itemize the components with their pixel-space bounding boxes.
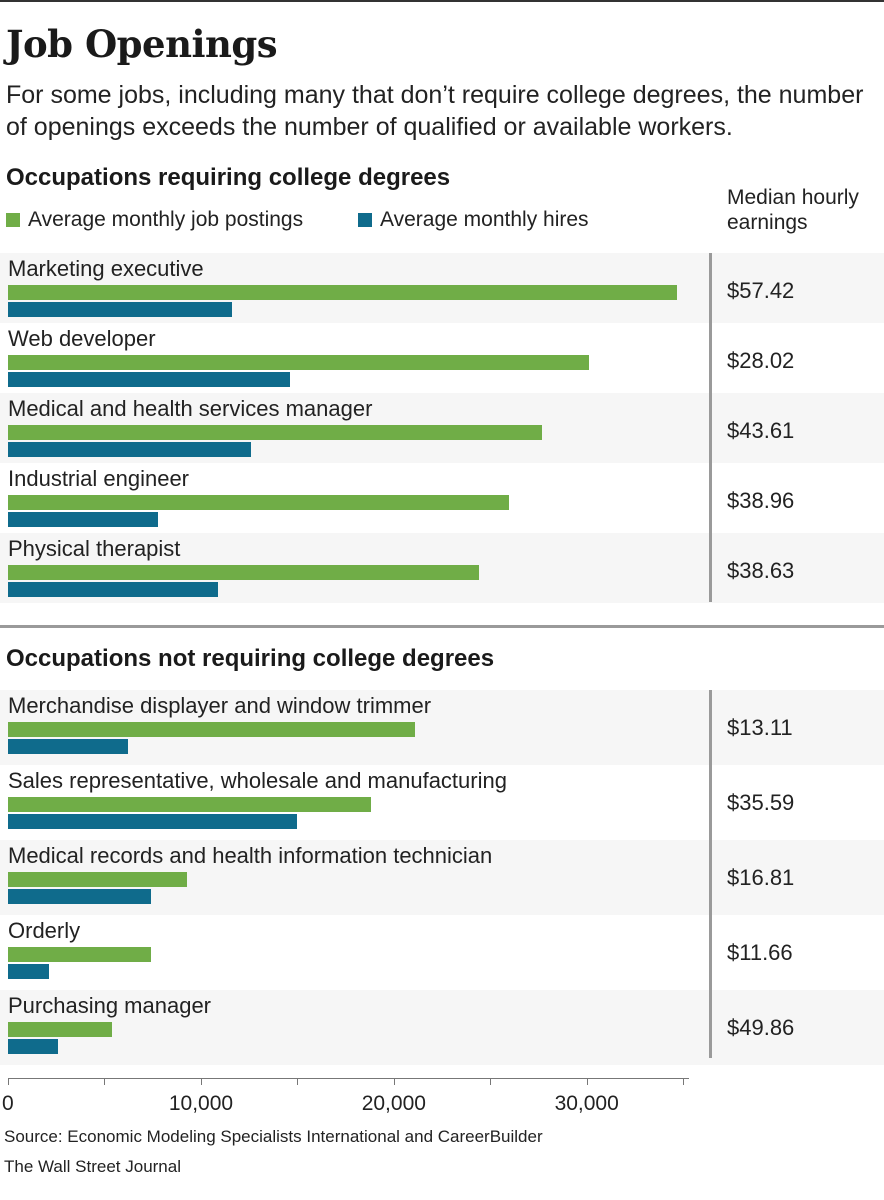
category-label: Medical and health services manager	[8, 396, 373, 421]
x-axis-tick	[200, 1078, 202, 1085]
bar-postings	[8, 285, 678, 300]
x-axis-tick	[586, 1078, 588, 1085]
median-earnings-value: $28.02	[727, 348, 795, 373]
median-earnings-value: $16.81	[727, 865, 795, 890]
median-earnings-value: $49.86	[727, 1015, 795, 1040]
median-earnings-value: $11.66	[727, 940, 793, 965]
earnings-header-line1: Median hourly	[727, 186, 859, 209]
section-heading-college: Occupations requiring college degrees	[6, 164, 451, 191]
legend-label-postings: Average monthly job postings	[28, 208, 304, 231]
legend-item-hires: Average monthly hires	[358, 208, 589, 232]
median-earnings-value: $13.11	[727, 715, 793, 740]
x-tick-label: 0	[2, 1092, 14, 1115]
bar-hires	[8, 889, 151, 904]
category-label: Orderly	[8, 918, 81, 943]
legend-swatch-postings	[6, 213, 20, 227]
legend-label-hires: Average monthly hires	[380, 208, 589, 231]
top-rule	[0, 0, 884, 2]
earnings-header-line2: earnings	[727, 211, 808, 234]
bar-hires	[8, 1039, 59, 1054]
category-label: Medical records and health information t…	[8, 843, 493, 868]
bar-hires	[8, 372, 290, 387]
x-tick-label: 30,000	[554, 1092, 619, 1115]
median-earnings-value: $57.42	[727, 278, 795, 303]
category-label: Marketing executive	[8, 256, 204, 281]
chart-title: Job Openings	[6, 22, 278, 66]
legend-swatch-hires	[358, 213, 372, 227]
row-shade	[0, 990, 884, 1065]
bar-hires	[8, 582, 219, 597]
bar-hires	[8, 512, 159, 527]
bar-postings	[8, 797, 371, 812]
median-earnings-value: $38.63	[727, 558, 795, 583]
bar-hires	[8, 964, 49, 979]
bar-postings	[8, 722, 415, 737]
publisher-credit: The Wall Street Journal	[4, 1157, 181, 1176]
x-tick-label: 20,000	[361, 1092, 426, 1115]
bar-postings	[8, 495, 510, 510]
bar-hires	[8, 442, 251, 457]
median-earnings-value: $43.61	[727, 418, 795, 443]
x-axis-line	[8, 1078, 689, 1079]
bar-hires	[8, 814, 298, 829]
x-axis-tick	[490, 1078, 492, 1085]
source-note: Source: Economic Modeling Specialists In…	[4, 1127, 543, 1146]
section-divider	[0, 625, 884, 628]
x-axis-tick	[393, 1078, 395, 1085]
bar-postings	[8, 947, 151, 962]
x-axis-tick	[297, 1078, 299, 1085]
category-label: Web developer	[8, 326, 156, 351]
bar-postings	[8, 872, 188, 887]
category-label: Purchasing manager	[8, 993, 212, 1018]
x-axis-tick	[104, 1078, 106, 1085]
earnings-divider	[709, 690, 712, 1058]
bar-postings	[8, 425, 543, 440]
bar-postings	[8, 565, 479, 580]
legend: Average monthly job postings Average mon…	[6, 208, 696, 238]
x-axis-tick	[8, 1078, 9, 1085]
bar-hires	[8, 739, 128, 754]
category-label: Industrial engineer	[8, 466, 190, 491]
legend-item-postings: Average monthly job postings	[6, 208, 303, 232]
x-axis-tick	[683, 1078, 684, 1085]
chart-subtitle: For some jobs, including many that don’t…	[6, 81, 864, 141]
bar-postings	[8, 355, 589, 370]
section-heading-no-college: Occupations not requiring college degree…	[6, 645, 495, 672]
median-earnings-value: $38.96	[727, 488, 795, 513]
category-label: Merchandise displayer and window trimmer	[8, 693, 432, 718]
median-earnings-value: $35.59	[727, 790, 795, 815]
bar-hires	[8, 302, 232, 317]
x-tick-label: 10,000	[168, 1092, 234, 1115]
earnings-divider	[709, 253, 712, 602]
earnings-column-header: Median hourly earnings	[727, 185, 859, 235]
bar-postings	[8, 1022, 113, 1037]
category-label: Sales representative, wholesale and manu…	[8, 768, 507, 793]
category-label: Physical therapist	[8, 536, 181, 561]
